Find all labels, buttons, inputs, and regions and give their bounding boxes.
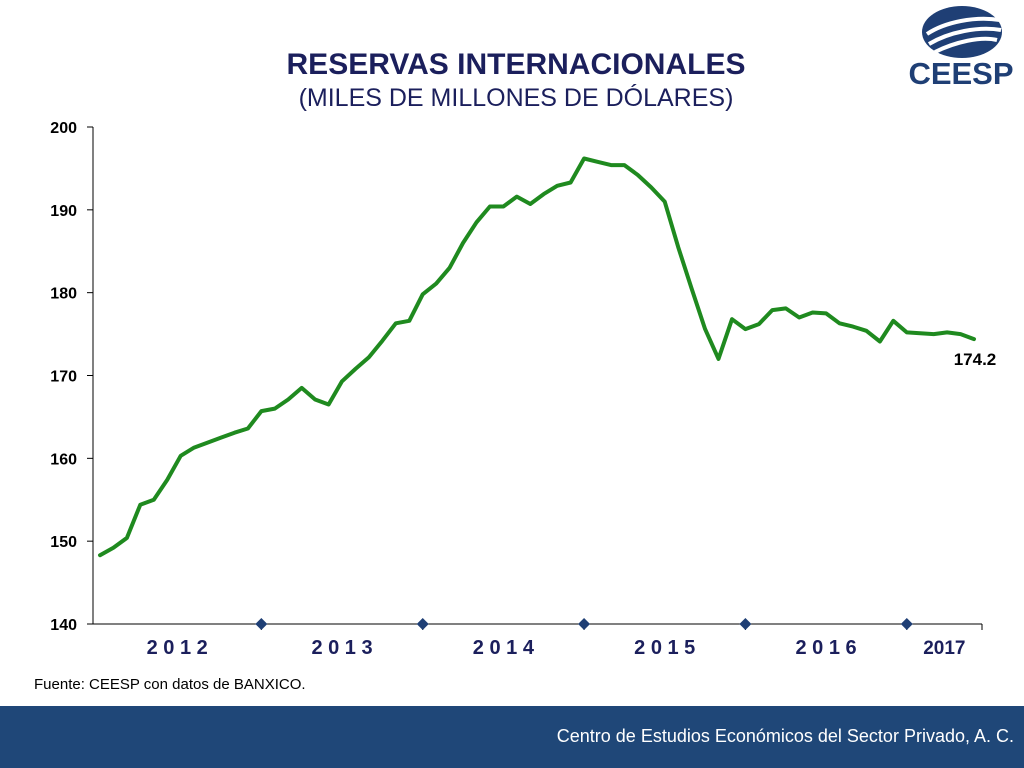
ceesp-logo-emblem-icon [922, 6, 1002, 58]
year-boundary-marker [416, 618, 429, 630]
chart-subtitle: (MILES DE MILLONES DE DÓLARES) [298, 84, 734, 112]
footer-text: Centro de Estudios Económicos del Sector… [556, 726, 1014, 746]
x-year-label: 2 0 1 5 [634, 637, 695, 659]
year-boundary-marker [255, 618, 268, 630]
x-year-label: 2017 [923, 638, 965, 659]
last-value-label: 174.2 [954, 350, 997, 369]
year-boundary-marker [900, 618, 913, 630]
y-tick-label: 140 [50, 617, 77, 634]
y-tick-label: 190 [50, 203, 77, 220]
footer-bar: Centro de Estudios Económicos del Sector… [0, 706, 1024, 768]
ceesp-logo-text: CEESP [908, 56, 1014, 91]
x-year-label: 2 0 1 6 [796, 637, 857, 659]
year-boundary-marker [578, 618, 591, 630]
y-tick-label: 170 [50, 369, 77, 386]
chart-title-block: RESERVAS INTERNACIONALES (MILES DE MILLO… [0, 48, 1024, 113]
x-year-label: 2 0 1 2 [147, 637, 208, 659]
source-note: Fuente: CEESP con datos de BANXICO. [34, 676, 306, 693]
chart-title: RESERVAS INTERNACIONALES [286, 48, 746, 81]
y-tick-label: 150 [50, 534, 77, 551]
year-boundary-marker [739, 618, 752, 630]
y-tick-label: 160 [50, 451, 77, 468]
line-chart: 140 150 160 170 180 190 200 2 0 1 2 2 0 1 3 2 0 1… [50, 120, 997, 659]
series-line [98, 156, 976, 558]
y-tick-label: 180 [50, 286, 77, 303]
y-tick-label: 200 [50, 120, 77, 137]
x-year-label: 2 0 1 3 [311, 637, 372, 659]
ceesp-logo: CEESP [905, 4, 1017, 91]
x-year-label: 2 0 1 4 [473, 637, 535, 659]
